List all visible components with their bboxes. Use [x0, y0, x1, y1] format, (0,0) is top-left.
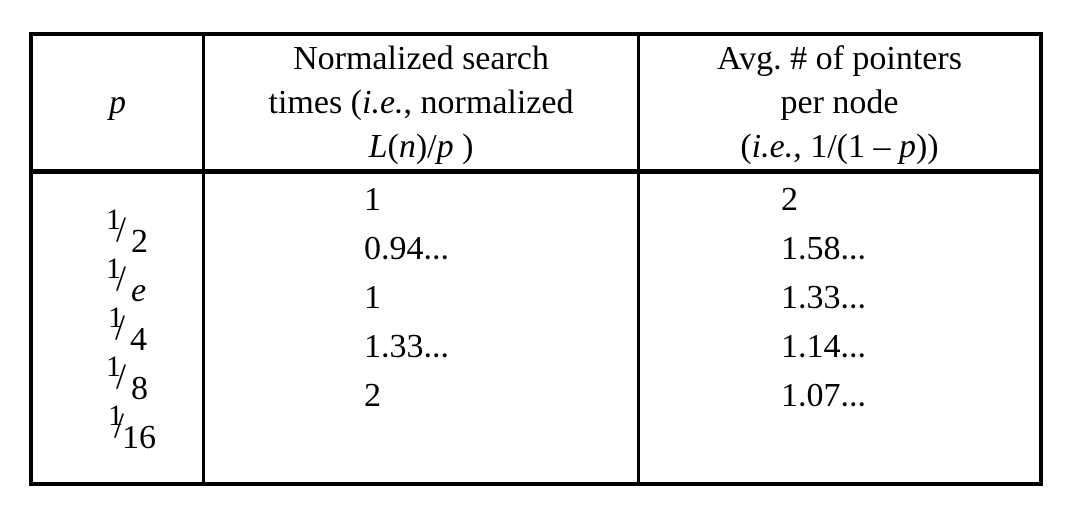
- p-denominator: 16: [122, 419, 156, 456]
- search-time-value: 1: [364, 181, 381, 218]
- header-text: 1/(1 –: [801, 127, 899, 165]
- pointers-value: 1.14...: [781, 328, 866, 365]
- pointers-value: 2: [781, 181, 798, 218]
- p-denominator: e: [131, 272, 147, 309]
- p-denominator: 2: [131, 223, 148, 260]
- p-numerator: 1: [106, 203, 121, 236]
- header-text: ): [453, 127, 474, 165]
- header-text-italic: L: [368, 127, 388, 165]
- header-text-italic: p: [898, 127, 916, 165]
- p-fraction: 1 / 16: [108, 399, 168, 455]
- header-search-line2: times (i.e., normalized: [269, 81, 574, 125]
- header-pointers-line2: per node: [780, 83, 899, 121]
- fraction-slash: /: [114, 405, 125, 445]
- search-time-value: 2: [364, 377, 381, 414]
- p-numerator: 1: [108, 301, 123, 334]
- header-text-italic: p: [436, 127, 454, 165]
- header-text: )): [915, 127, 939, 165]
- p-fraction: 1 / e: [106, 252, 166, 308]
- pointers-column: 2 1.58... 1.33... 1.14... 1.07...: [781, 175, 866, 420]
- header-text: (: [740, 127, 752, 165]
- search-time-value: 0.94...: [364, 230, 449, 267]
- p-numerator: 1: [106, 252, 121, 285]
- fraction-slash: /: [116, 209, 127, 249]
- header-text-italic: i.e.: [362, 83, 404, 121]
- header-text: (: [387, 127, 399, 165]
- search-time-value: 1: [364, 279, 381, 316]
- header-pointers-line3: (i.e., 1/(1 – p)): [717, 125, 962, 169]
- p-fraction: 1 / 8: [106, 350, 166, 406]
- header-search-line1: Normalized search: [293, 39, 549, 77]
- header-text-italic: i.e.,: [751, 127, 802, 165]
- search-time-value: 1.33...: [364, 328, 449, 365]
- p-numerator: 1: [106, 350, 121, 383]
- header-text: )/: [415, 127, 437, 165]
- header-p: p: [33, 36, 202, 169]
- column-divider: [202, 36, 205, 482]
- pointers-value: 1.33...: [781, 279, 866, 316]
- p-denominator: 4: [130, 321, 147, 358]
- header-text-italic: n: [398, 127, 416, 165]
- column-divider: [637, 36, 640, 482]
- p-fraction: 1 / 2: [106, 203, 166, 259]
- p-fraction: 1 / 4: [108, 301, 168, 357]
- fraction-slash: /: [116, 258, 127, 298]
- header-divider: [33, 169, 1039, 174]
- header-text: times (: [268, 83, 362, 121]
- header-search-line3: L(n)/p ): [269, 125, 574, 169]
- p-numerator: 1: [108, 399, 123, 432]
- header-search-times: Normalized search times (i.e., normalize…: [205, 36, 637, 169]
- p-denominator: 8: [131, 370, 148, 407]
- search-times-column: 1 0.94... 1 1.33... 2: [364, 175, 449, 420]
- comparison-table: p Normalized search times (i.e., normali…: [29, 32, 1043, 486]
- pointers-value: 1.58...: [781, 230, 866, 267]
- fraction-slash: /: [115, 307, 126, 347]
- fraction-slash: /: [116, 356, 127, 396]
- header-pointers-line1: Avg. # of pointers: [717, 39, 962, 77]
- header-p-label: p: [109, 83, 126, 121]
- pointers-value: 1.07...: [781, 377, 866, 414]
- header-text: , normalized: [403, 83, 574, 121]
- header-pointers: Avg. # of pointers per node (i.e., 1/(1 …: [640, 36, 1039, 169]
